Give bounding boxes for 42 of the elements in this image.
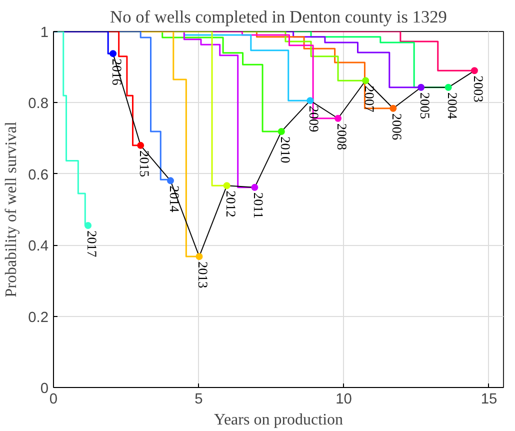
y-tick-label: 1: [40, 25, 49, 41]
annotation: 2014: [167, 186, 182, 213]
annotation: 2015: [137, 150, 152, 178]
annotation: 2010: [278, 136, 293, 164]
point: [223, 182, 230, 190]
x-tick-label: 15: [480, 392, 498, 408]
point: [278, 128, 285, 136]
annotation: 2012: [223, 190, 238, 218]
y-tick-label: 0.8: [28, 96, 48, 112]
annotation: 2005: [418, 92, 433, 120]
point: [110, 50, 117, 58]
annotation: 2004: [444, 92, 460, 120]
x-tick-label: 10: [336, 392, 352, 408]
y-tick-label: 0.2: [28, 310, 48, 326]
point: [334, 114, 342, 122]
annotation: 2011: [251, 192, 266, 219]
point: [251, 184, 258, 191]
y-tick-label: 0.4: [28, 238, 48, 255]
y-axis-title: Probability of well survival: [3, 121, 20, 298]
y-tick-label: 0: [40, 381, 49, 397]
annotation: 2017: [84, 230, 100, 258]
point: [418, 84, 425, 91]
x-tick-label: 5: [194, 392, 203, 408]
point: [167, 177, 174, 184]
point: [306, 97, 314, 104]
annotation: 2008: [334, 123, 350, 150]
annotation: 2009: [306, 106, 322, 133]
point: [444, 84, 452, 91]
annotation: 2007: [362, 86, 378, 113]
annotation: 2006: [390, 113, 405, 140]
point: [470, 67, 478, 74]
annotation: 2016: [110, 58, 125, 86]
chart-title: No of wells completed in Denton county is 1329: [110, 8, 447, 26]
point: [84, 222, 92, 230]
annotation: 2013: [196, 261, 211, 288]
x-axis-title: Years on production: [214, 412, 344, 428]
annotation: 2003: [470, 76, 486, 103]
point: [362, 77, 370, 84]
point: [390, 104, 397, 112]
point: [137, 142, 144, 149]
y-tick-label: 0.6: [28, 167, 48, 184]
point: [196, 253, 203, 260]
